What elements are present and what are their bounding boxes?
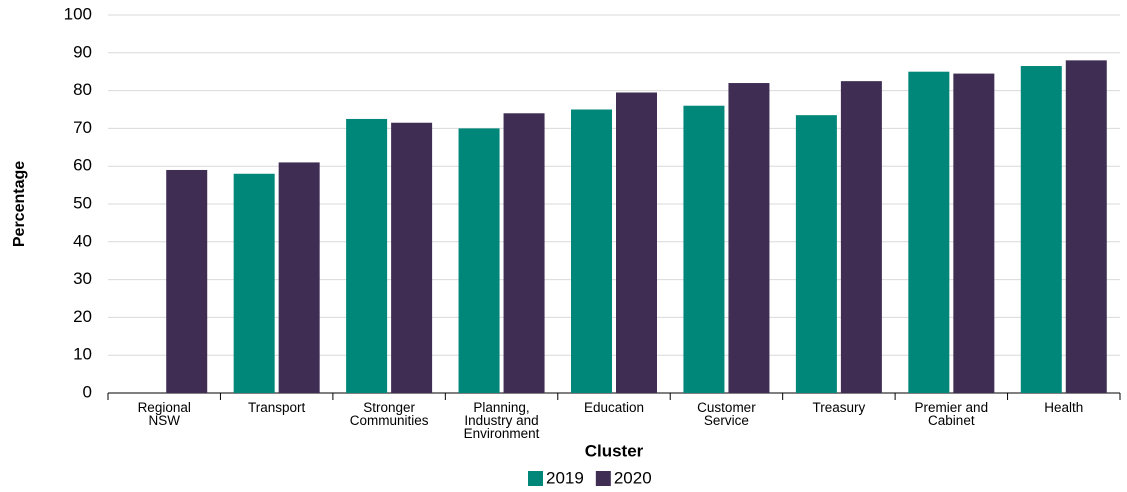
bar bbox=[458, 128, 500, 393]
y-tick-label: 40 bbox=[73, 231, 92, 250]
bar bbox=[728, 83, 770, 393]
x-tick-label: Customer Service bbox=[697, 400, 756, 428]
y-tick-label: 80 bbox=[73, 80, 92, 99]
x-tick-label: Premier and Cabinet bbox=[914, 400, 989, 428]
bar bbox=[571, 109, 612, 393]
bar bbox=[908, 71, 950, 393]
bar bbox=[391, 122, 433, 393]
bar bbox=[840, 81, 882, 394]
legend-swatch bbox=[595, 471, 611, 486]
y-tick-label: 70 bbox=[73, 118, 92, 137]
bar bbox=[683, 105, 725, 393]
bar bbox=[953, 73, 995, 393]
y-tick-label: 90 bbox=[73, 42, 92, 61]
bar bbox=[1020, 66, 1062, 393]
x-tick-label: Regional NSW bbox=[137, 400, 191, 428]
legend-label: 2019 bbox=[546, 468, 584, 487]
x-axis-title: Cluster bbox=[585, 441, 644, 460]
bar bbox=[795, 115, 837, 394]
x-tick-label: Transport bbox=[248, 400, 306, 415]
x-tick-label: Planning, Industry and Environment bbox=[463, 400, 540, 441]
x-tick-label: Health bbox=[1044, 400, 1084, 415]
y-axis-title: Percentage bbox=[11, 161, 28, 247]
y-tick-label: 60 bbox=[73, 156, 92, 175]
legend-label: 2020 bbox=[614, 468, 652, 487]
bar bbox=[278, 162, 320, 393]
bar bbox=[616, 92, 657, 394]
legend-swatch bbox=[528, 471, 543, 486]
x-tick-label: Stronger Communities bbox=[349, 400, 429, 428]
y-tick-label: 50 bbox=[73, 193, 92, 212]
x-tick-label: Education bbox=[583, 400, 645, 415]
y-tick-label: 0 bbox=[83, 382, 92, 401]
bar bbox=[233, 173, 275, 393]
y-tick-label: 10 bbox=[73, 345, 92, 364]
y-tick-label: 30 bbox=[73, 269, 92, 288]
x-tick-label: Treasury bbox=[812, 400, 866, 415]
bar bbox=[166, 169, 208, 393]
bar bbox=[1065, 60, 1107, 394]
y-tick-label: 20 bbox=[73, 307, 92, 326]
bar bbox=[503, 113, 545, 393]
bar bbox=[346, 118, 388, 393]
y-tick-label: 100 bbox=[64, 4, 92, 23]
